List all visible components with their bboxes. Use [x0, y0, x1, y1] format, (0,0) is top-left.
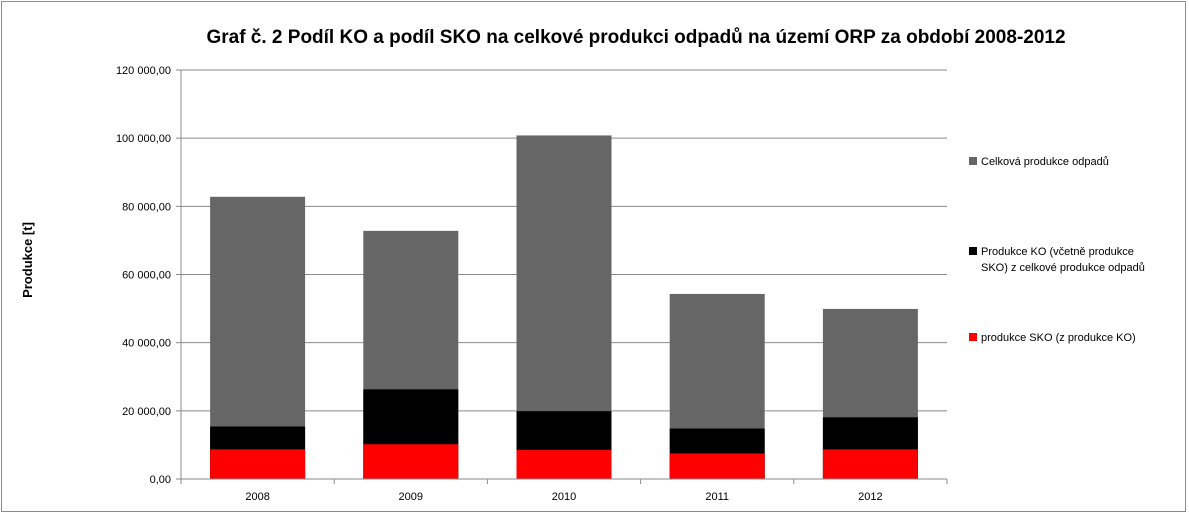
legend-label: produkce SKO (z produkce KO): [981, 332, 1136, 344]
y-tick-label: 40 000,00: [122, 338, 171, 350]
legend-swatch: [969, 247, 977, 255]
bar-series-3-2011: [669, 453, 765, 479]
y-tick-label: 20 000,00: [122, 406, 171, 418]
legend-label: Celková produkce odpadů: [981, 156, 1109, 168]
bar-series-3-2008: [210, 449, 306, 479]
legend-swatch: [969, 333, 977, 341]
x-tick-label: 2009: [399, 491, 423, 503]
y-tick-label: 100 000,00: [116, 133, 171, 145]
bar-series-3-2012: [822, 449, 918, 479]
x-tick-label: 2012: [858, 491, 882, 503]
x-tick-label: 2011: [705, 491, 729, 503]
y-axis-label: Produkce [t]: [20, 222, 35, 298]
bar-series-3-2009: [363, 444, 459, 479]
axis-layer: 0,00 20 000,00 40 000,00 60 000,00 80 000,00…: [116, 65, 948, 503]
chart-title: Graf č. 2 Podíl KO a podíl SKO na celkov…: [206, 27, 1065, 48]
x-tick-label: 2010: [552, 491, 576, 503]
x-tick-label: 2008: [245, 491, 269, 503]
y-tick-label: 80 000,00: [122, 201, 171, 213]
bars-layer: [210, 135, 918, 480]
bar-series-3-2010: [516, 450, 612, 479]
y-tick-label: 120 000,00: [116, 65, 171, 77]
y-tick-label: 60 000,00: [122, 270, 171, 282]
y-tick-label: 0,00: [150, 474, 171, 486]
legend: Celková produkce odpadů Produkce KO (včet…: [969, 156, 1145, 344]
legend-label: Produkce KO (včetně produkce: [981, 246, 1134, 258]
legend-swatch: [969, 157, 977, 165]
legend-label: SKO) z celkové produkce odpadů: [981, 262, 1145, 274]
